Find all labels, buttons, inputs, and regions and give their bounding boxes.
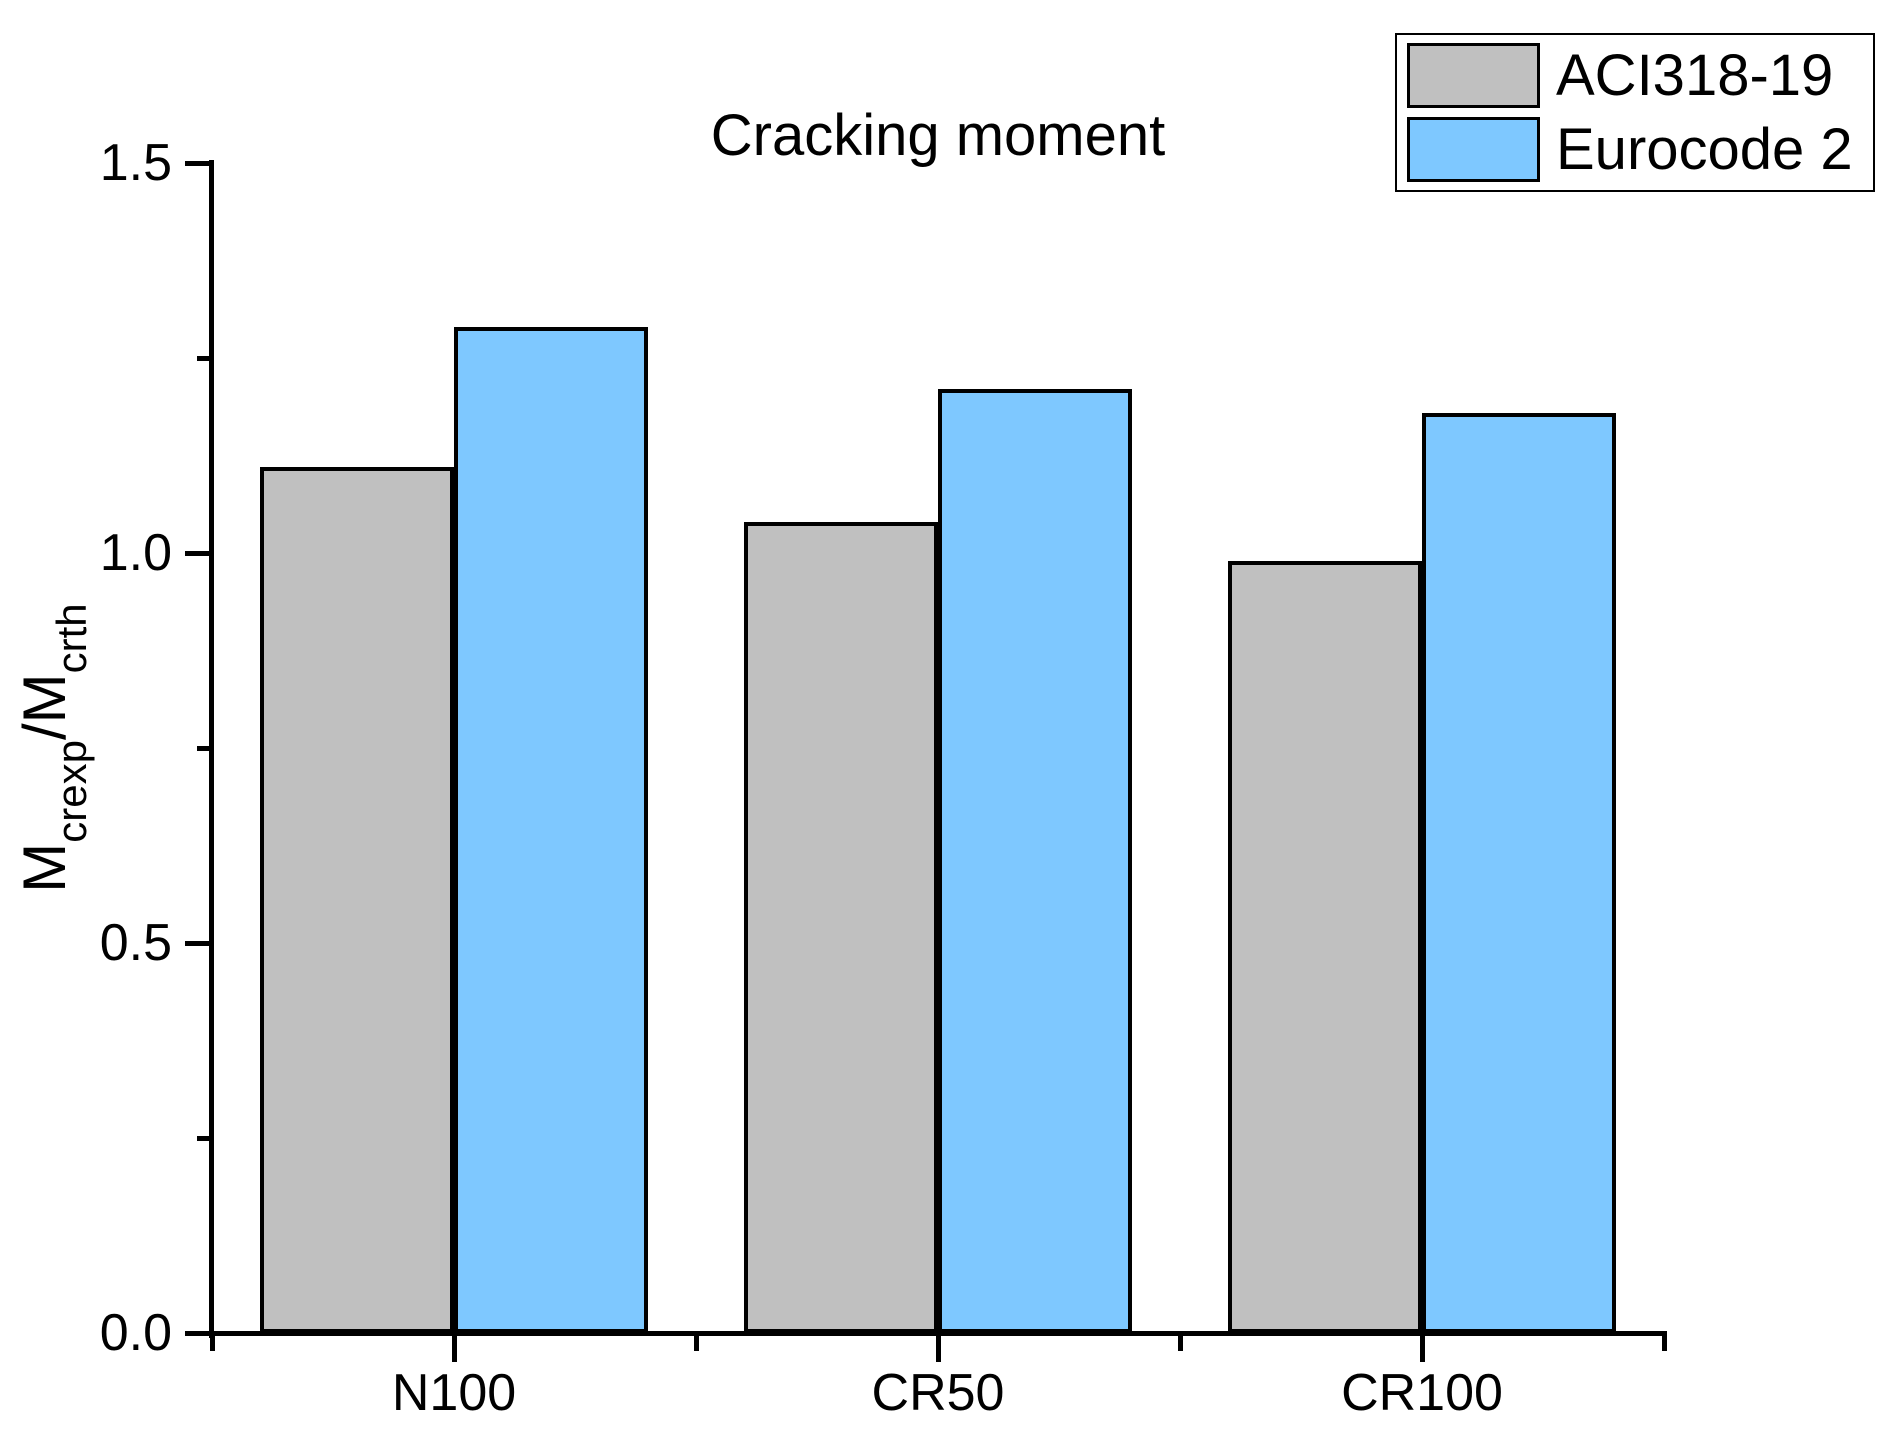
x-tick-label: N100 xyxy=(391,1364,517,1422)
bar-eurocode2-cr50 xyxy=(938,389,1132,1333)
chart-title: Cracking moment xyxy=(710,103,1166,168)
legend-label: Eurocode 2 xyxy=(1556,116,1853,182)
y-tick-label: 0.5 xyxy=(99,914,172,972)
y-tick-label: 1.0 xyxy=(99,524,172,582)
bar-aci31819-cr50 xyxy=(744,521,938,1333)
y-major-tick xyxy=(185,551,211,556)
y-axis-line xyxy=(209,160,214,1338)
y-major-tick xyxy=(185,1331,211,1336)
x-minor-tick xyxy=(1662,1336,1667,1351)
y-axis-label-part: M xyxy=(11,842,78,893)
x-tick-label: CR100 xyxy=(1341,1364,1503,1422)
legend-swatch xyxy=(1407,117,1540,182)
y-major-tick xyxy=(185,941,211,946)
y-axis-label-subscript: crexp xyxy=(47,740,95,843)
y-minor-tick xyxy=(197,746,211,751)
x-minor-tick xyxy=(210,1336,215,1351)
y-axis-label: Mcrexp/Mcrth xyxy=(8,298,95,1198)
y-tick-label: 1.5 xyxy=(99,134,172,192)
bar-aci31819-n100 xyxy=(260,467,454,1333)
x-minor-tick xyxy=(694,1336,699,1351)
x-major-tick xyxy=(452,1336,457,1362)
y-minor-tick xyxy=(197,1136,211,1141)
y-tick-label: 0.0 xyxy=(99,1304,172,1362)
y-minor-tick xyxy=(197,356,211,361)
y-axis-label-part: /M xyxy=(11,673,78,740)
bar-eurocode2-n100 xyxy=(454,326,648,1333)
x-tick-label: CR50 xyxy=(871,1364,1005,1422)
legend-label: ACI318-19 xyxy=(1556,42,1834,108)
x-axis-line xyxy=(209,1331,1667,1336)
legend-row: ACI318-19 xyxy=(1407,43,1873,108)
legend-swatch xyxy=(1407,43,1540,108)
x-major-tick xyxy=(1420,1336,1425,1362)
bar-aci31819-cr100 xyxy=(1228,560,1422,1333)
legend: ACI318-19 Eurocode 2 xyxy=(1395,33,1875,192)
y-axis-label-subscript: crth xyxy=(47,603,95,674)
legend-row: Eurocode 2 xyxy=(1407,117,1873,182)
bar-eurocode2-cr100 xyxy=(1422,412,1616,1333)
x-minor-tick xyxy=(1178,1336,1183,1351)
x-major-tick xyxy=(936,1336,941,1362)
y-major-tick xyxy=(185,161,211,166)
